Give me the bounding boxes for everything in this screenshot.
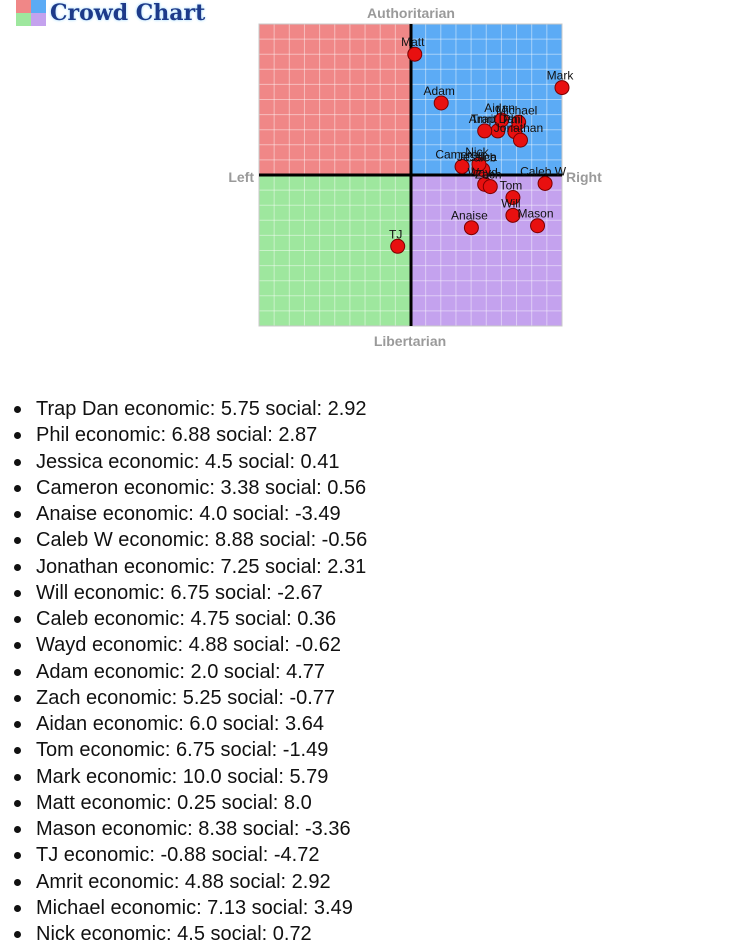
- data-point: [530, 218, 546, 234]
- data-point-label: Trap Dan: [471, 112, 521, 126]
- data-point: [477, 123, 493, 139]
- data-point-label: Jessica: [457, 150, 497, 164]
- axis-label-left: Left: [228, 169, 254, 185]
- data-point: [433, 95, 449, 111]
- data-point: [494, 112, 510, 128]
- data-point: [454, 159, 470, 175]
- data-point-label: Will: [501, 196, 520, 210]
- list-item: Adam economic: 2.0 social: 4.77: [0, 659, 743, 685]
- data-point-label: Nick: [465, 145, 489, 159]
- axis-label-top: Authoritarian: [367, 5, 455, 21]
- data-point-label: Mark: [547, 69, 575, 83]
- data-point-label: TJ: [389, 227, 402, 241]
- data-point-label: Cameron: [435, 148, 484, 162]
- data-point: [505, 189, 521, 205]
- list-item: Cameron economic: 3.38 social: 0.56: [0, 475, 743, 501]
- data-point: [482, 179, 498, 195]
- data-point-label: Mason: [518, 207, 554, 221]
- data-point-label: Caleb W: [520, 164, 567, 178]
- list-item: Caleb economic: 4.75 social: 0.36: [0, 606, 743, 632]
- list-item: Trap Dan economic: 5.75 social: 2.92: [0, 396, 743, 422]
- data-point: [511, 114, 527, 130]
- quadrant-icon: [16, 0, 46, 26]
- list-item: Michael economic: 7.13 social: 3.49: [0, 895, 743, 921]
- data-point: [407, 46, 423, 62]
- axis-label-right: Right: [566, 169, 602, 185]
- list-item: Zach economic: 5.25 social: -0.77: [0, 685, 743, 711]
- quadrant-auth-left: [259, 24, 411, 175]
- data-point-label: Tom: [500, 178, 523, 192]
- data-point-label: Adam: [424, 84, 455, 98]
- data-point-label: Aidan: [484, 101, 515, 115]
- data-point: [537, 175, 553, 191]
- list-item: Tom economic: 6.75 social: -1.49: [0, 737, 743, 763]
- data-point-list: Trap Dan economic: 5.75 social: 2.92 Phil…: [0, 396, 743, 947]
- data-point-label: Michael: [496, 103, 537, 117]
- list-item: Will economic: 6.75 social: -2.67: [0, 580, 743, 606]
- data-point: [505, 207, 521, 223]
- data-point-label: Zach: [475, 168, 502, 182]
- list-item: Amrit economic: 4.88 social: 2.92: [0, 869, 743, 895]
- data-point: [463, 220, 479, 236]
- app-title: Crowd Chart: [50, 0, 206, 26]
- axis-label-bottom: Libertarian: [374, 333, 446, 349]
- list-item: Aidan economic: 6.0 social: 3.64: [0, 711, 743, 737]
- list-item: Jessica economic: 4.5 social: 0.41: [0, 449, 743, 475]
- quadrant-lib-left: [259, 175, 411, 326]
- political-compass-chart: Authoritarian Libertarian Left Trap DanP…: [228, 5, 602, 349]
- list-item: Wayd economic: 4.88 social: -0.62: [0, 632, 743, 658]
- data-point-label: Wayd: [468, 165, 498, 179]
- data-point: [471, 156, 487, 172]
- list-item: Anaise economic: 4.0 social: -3.49: [0, 501, 743, 527]
- list-item: TJ economic: -0.88 social: -4.72: [0, 842, 743, 868]
- data-point-label: Caleb: [465, 151, 497, 165]
- data-point: [390, 238, 406, 254]
- list-item: Nick economic: 4.5 social: 0.72: [0, 921, 743, 947]
- data-point-label: Matt: [401, 35, 425, 49]
- list-item: Caleb W economic: 8.88 social: -0.56: [0, 527, 743, 553]
- list-item: Mason economic: 8.38 social: -3.36: [0, 816, 743, 842]
- list-item: Phil economic: 6.88 social: 2.87: [0, 422, 743, 448]
- data-point-label: Amrit: [469, 112, 498, 126]
- list-item: Mark economic: 10.0 social: 5.79: [0, 764, 743, 790]
- data-point-label: Anaise: [451, 209, 488, 223]
- app-header: Crowd Chart: [16, 0, 205, 26]
- data-point-label: Jonathan: [494, 121, 543, 135]
- quadrant-lib-right: [411, 175, 562, 326]
- list-item: Matt economic: 0.25 social: 8.0: [0, 790, 743, 816]
- data-point: [554, 80, 570, 96]
- data-point: [512, 132, 528, 148]
- data-point-label: Phil: [503, 113, 523, 127]
- list-item: Jonathan economic: 7.25 social: 2.31: [0, 554, 743, 580]
